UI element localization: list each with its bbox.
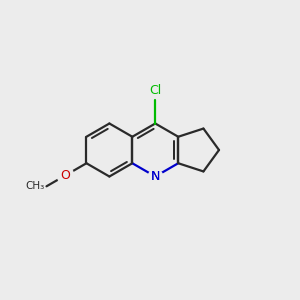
Text: Cl: Cl: [149, 84, 161, 97]
Text: N: N: [151, 170, 160, 183]
Text: CH₃: CH₃: [26, 181, 45, 191]
Text: O: O: [60, 169, 70, 182]
Text: N: N: [151, 170, 160, 183]
